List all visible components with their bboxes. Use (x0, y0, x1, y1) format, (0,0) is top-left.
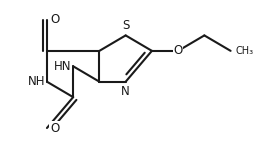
Text: S: S (122, 19, 129, 32)
Text: NH: NH (28, 75, 46, 88)
Text: O: O (50, 122, 59, 135)
Text: N: N (121, 85, 130, 98)
Text: CH₃: CH₃ (235, 46, 253, 56)
Text: HN: HN (54, 60, 72, 73)
Text: O: O (50, 13, 59, 26)
Text: O: O (174, 44, 183, 57)
